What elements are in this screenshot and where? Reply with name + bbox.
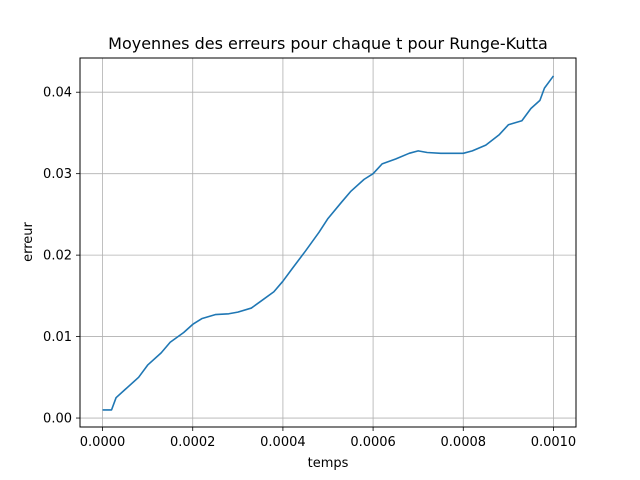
x-tick-label: 0.0000 [80,435,126,450]
x-tick-label: 0.0004 [260,435,306,450]
y-axis-label: erreur [21,221,36,261]
plot-frame [79,57,577,428]
y-tick-label: 0.00 [43,412,72,427]
x-tick-label: 0.0006 [350,435,396,450]
x-tick-label: 0.0002 [170,435,216,450]
x-axis-label: temps [308,456,349,471]
grid [80,58,576,427]
x-tick-label: 0.0008 [441,435,487,450]
series-layer [102,75,555,411]
y-tick-label: 0.01 [43,330,72,345]
chart-title: Moyennes des erreurs pour chaque t pour … [108,34,548,53]
y-tick-label: 0.02 [43,249,72,264]
series-line [102,75,555,411]
y-tick-label: 0.03 [43,167,72,182]
x-axis: 0.0000 0.0002 0.0004 0.0006 0.0008 0.0010 [80,427,576,450]
y-tick-label: 0.04 [43,86,72,101]
x-tick-label: 0.0010 [531,435,577,450]
y-axis: 0.00 0.01 0.02 0.03 0.04 [43,86,80,427]
